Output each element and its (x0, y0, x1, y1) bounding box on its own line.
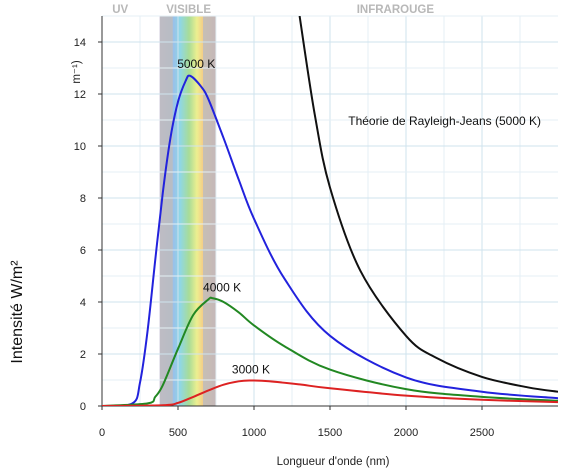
series-rayleigh-jeans-line (298, 16, 558, 393)
y-axis-unit-partial: m⁻¹) (71, 60, 83, 83)
y-tick-label: 4 (80, 297, 86, 309)
x-tick-labels: 0 500 1000 1500 2000 2500 (99, 427, 494, 439)
x-tick-label: 2500 (470, 427, 494, 439)
curve-labels: 5000 K 4000 K 3000 K Théorie de Rayleigh-Je… (177, 57, 541, 377)
series-4000k-line (102, 296, 558, 406)
series-lines (102, 16, 558, 406)
x-tick-label: 2000 (394, 427, 418, 439)
x-tick-label: 1000 (242, 427, 266, 439)
label-3000k: 3000 K (232, 363, 270, 377)
visible-edge-left (159, 16, 173, 406)
x-axis-title: Longueur d'onde (nm) (277, 456, 390, 468)
plot-background (159, 16, 216, 406)
x-tick-label: 0 (99, 427, 105, 439)
y-tick-label: 10 (74, 141, 86, 153)
series-3000k-line (102, 379, 558, 406)
region-label-infrared: INFRAROUGE (357, 4, 435, 16)
region-label-uv: UV (112, 4, 128, 16)
series-5000k-line (102, 74, 558, 406)
y-tick-label: 2 (80, 349, 86, 361)
region-label-visible: VISIBLE (166, 4, 211, 16)
y-tick-label: 14 (74, 37, 86, 49)
x-tick-label: 500 (169, 427, 187, 439)
y-tick-labels: 0 2 4 6 8 10 12 14 (74, 37, 86, 413)
y-tick-label: 8 (80, 193, 86, 205)
label-4000k: 4000 K (203, 281, 241, 295)
x-tick-label: 1500 (318, 427, 342, 439)
grid-lines (102, 15, 558, 406)
y-tick-label: 6 (80, 245, 86, 257)
y-tick-label: 12 (74, 89, 86, 101)
region-labels: UV VISIBLE INFRAROUGE (112, 4, 434, 16)
y-tick-label: 0 (80, 401, 86, 413)
axes (98, 16, 558, 410)
y-axis-title: Intensité W/m² (9, 260, 26, 364)
visible-edge-right (203, 16, 216, 406)
label-5000k: 5000 K (177, 57, 215, 71)
label-rayleigh-jeans: Théorie de Rayleigh-Jeans (5000 K) (348, 114, 541, 128)
